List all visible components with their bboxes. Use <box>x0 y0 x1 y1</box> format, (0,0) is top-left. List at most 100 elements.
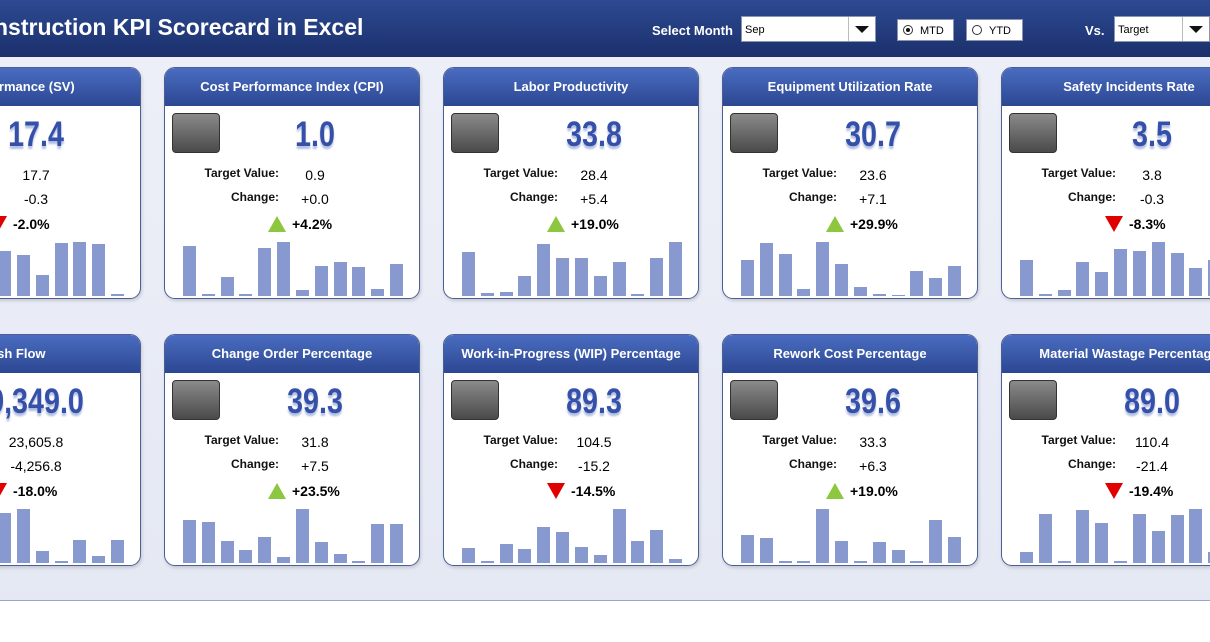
trend-bar <box>461 252 475 296</box>
kpi-card: le Performance (SV)17.4Target Value:17.7… <box>0 67 141 299</box>
month-value: Sep <box>745 24 765 36</box>
radio-dot <box>972 25 982 35</box>
change-percent: -19.4% <box>1129 483 1174 499</box>
target-value: 3.8 <box>1142 167 1162 183</box>
kpi-value: 9,349.0 <box>0 382 84 421</box>
trend-bar <box>1208 259 1210 296</box>
trend-bar <box>910 560 924 563</box>
kpi-value: 1.0 <box>295 115 335 154</box>
status-light <box>451 113 499 153</box>
kpi-card: Cost Performance Index (CPI) 1.0 Target Va… <box>164 67 420 299</box>
kpi-card: Equipment Utilization Rate 30.7 Target Val… <box>722 67 978 299</box>
change-arrow <box>0 216 7 232</box>
trend-bar <box>891 294 905 296</box>
target-value: 17.7 <box>22 167 50 183</box>
dropdown-button[interactable] <box>848 17 875 41</box>
change-arrow <box>0 483 7 499</box>
trend-bar <box>390 263 404 296</box>
trend-bar <box>1076 261 1090 296</box>
trend-bar <box>1132 251 1146 296</box>
change-label: Change: <box>1068 190 1116 204</box>
dropdown-button[interactable] <box>1182 17 1209 41</box>
trend-bar <box>16 254 30 296</box>
trend-bar <box>295 509 309 563</box>
month-label: Select Month <box>652 23 733 38</box>
radio-label: MTD <box>920 25 944 37</box>
trend-bar <box>371 288 385 296</box>
trend-bar <box>929 278 943 296</box>
change-value: +6.3 <box>859 458 887 474</box>
trend-bar <box>277 556 291 563</box>
trend-bar <box>16 509 30 563</box>
title: nstruction KPI Scorecard in Excel <box>0 14 364 40</box>
month-dropdown[interactable]: Sep <box>741 16 876 42</box>
vs-label: Vs. <box>1085 23 1105 38</box>
trend-bar <box>314 265 328 296</box>
trend-bar <box>593 554 607 563</box>
kpi-value: 39.3 <box>287 382 343 421</box>
trend-bar <box>574 546 588 563</box>
kpi-card: Material Wastage Percentage 89.0 Target Va… <box>1001 334 1210 566</box>
trend-bar <box>35 550 49 563</box>
target-label: Target Value: <box>1041 166 1116 180</box>
trend-bar <box>574 257 588 296</box>
status-light <box>730 380 778 420</box>
change-percent: -2.0% <box>13 216 50 232</box>
trend-bar <box>1076 510 1090 563</box>
trend-bar <box>1170 253 1184 296</box>
trend-bar <box>1095 522 1109 563</box>
trend-bar <box>201 293 215 296</box>
vs-dropdown[interactable]: Target <box>1114 16 1210 42</box>
change-value: -21.4 <box>1136 458 1168 474</box>
trend-bar <box>1038 514 1052 563</box>
trend-bar <box>1151 531 1165 563</box>
trend-bar <box>239 293 253 296</box>
trend-bar <box>797 288 811 296</box>
kpi-card: Safety Incidents Rate 3.5 Target Value: 3.8… <box>1001 67 1210 299</box>
kpi-card: Change Order Percentage 39.3 Target Value:… <box>164 334 420 566</box>
target-value: 33.3 <box>859 434 887 450</box>
trend-bar <box>333 554 347 563</box>
change-percent: +23.5% <box>292 483 340 499</box>
trend-bar <box>480 560 494 563</box>
target-value: 0.9 <box>305 167 325 183</box>
change-percent: +19.0% <box>850 483 898 499</box>
footer-area <box>0 600 1210 642</box>
status-light <box>172 380 220 420</box>
trend-bar <box>872 542 886 563</box>
change-label: Change: <box>231 190 279 204</box>
trend-bar <box>182 246 196 296</box>
header-bar: nstruction KPI Scorecard in Excel Select… <box>0 0 1210 57</box>
trend-bar <box>853 286 867 296</box>
change-value: +0.0 <box>301 191 329 207</box>
trend-bar <box>352 266 366 296</box>
trend-bar <box>277 242 291 296</box>
change-label: Change: <box>510 190 558 204</box>
trend-bar <box>816 242 830 296</box>
trend-bar <box>518 548 532 563</box>
change-percent: -18.0% <box>13 483 58 499</box>
change-value: -4,256.8 <box>10 458 62 474</box>
kpi-value: 17.4 <box>8 115 64 154</box>
trend-bar <box>740 259 754 296</box>
trend-bar <box>258 537 272 563</box>
card-title: Cash Flow <box>0 335 140 373</box>
radio-ytd[interactable]: YTD <box>966 19 1023 41</box>
trend-bar <box>759 538 773 563</box>
change-label: Change: <box>1068 457 1116 471</box>
trend-bar <box>612 261 626 296</box>
trend-bar <box>499 543 513 563</box>
trend-bar <box>518 276 532 296</box>
card-title: le Performance (SV) <box>0 68 140 106</box>
trend-bar <box>295 289 309 296</box>
change-label: Change: <box>231 457 279 471</box>
card-title: Safety Incidents Rate <box>1002 68 1210 106</box>
radio-mtd[interactable]: MTD <box>897 19 954 41</box>
target-label: Target Value: <box>762 166 837 180</box>
trend-bar <box>948 537 962 563</box>
target-label: Target Value: <box>1041 433 1116 447</box>
kpi-value: 89.3 <box>566 382 622 421</box>
trend-bar <box>1189 509 1203 563</box>
change-percent: -14.5% <box>571 483 616 499</box>
trend-bar <box>111 293 125 296</box>
